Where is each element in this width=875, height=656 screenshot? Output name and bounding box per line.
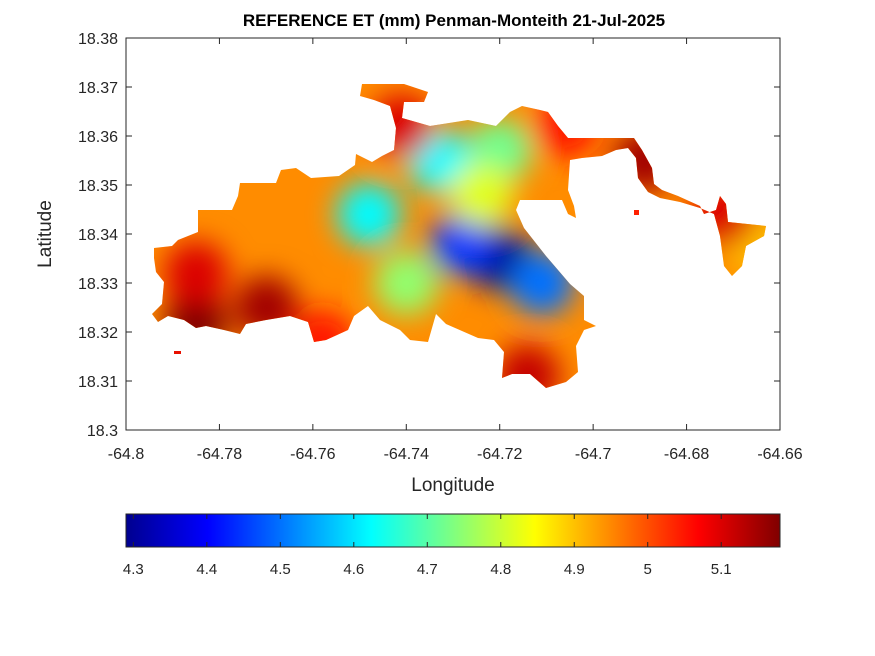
colorbar [125,513,781,548]
x-tick-label: -64.7 [575,446,612,463]
colorbar-ticks: 4.3 4.4 4.5 4.6 4.7 4.8 4.9 5 5.1 [123,514,732,578]
x-tick-label: -64.66 [757,446,802,463]
field-hotspot [449,162,514,227]
colorbar-tick-label: 5 [644,561,652,578]
x-axis-label: Longitude [411,475,494,496]
y-tick-label: 18.32 [78,325,118,342]
x-axis: -64.8 -64.78 -64.76 -64.74 -64.72 -64.7 -64.68… [108,38,803,463]
y-tick-label: 18.31 [78,374,118,391]
chart-title: REFERENCE ET (mm) Penman-Monteith 21-Jul… [243,11,665,30]
x-tick-label: -64.74 [384,446,429,463]
field-hotspot [336,182,401,247]
x-tick-label: -64.68 [664,446,709,463]
x-tick-label: -64.8 [108,446,145,463]
x-tick-label: -64.78 [197,446,242,463]
y-tick-label: 18.37 [78,80,118,97]
x-tick-label: -64.72 [477,446,522,463]
colorbar-tick-label: 4.3 [123,561,144,578]
field-hotspot [430,211,495,276]
y-tick-label: 18.36 [78,129,118,146]
y-tick-label: 18.3 [87,423,118,440]
y-tick-label: 18.35 [78,178,118,195]
field-outlier [634,210,639,215]
field-hotspot [374,251,439,315]
y-tick-label: 18.33 [78,276,118,293]
y-axis: 18.3818.3718.3618.3518.3418.3318.3218.31… [78,31,780,440]
field-hotspot [164,241,229,306]
y-tick-label: 18.34 [78,227,118,244]
colorbar-tick-label: 4.7 [417,561,438,578]
y-tick-label: 18.38 [78,31,118,48]
colorbar-tick-label: 4.8 [490,561,511,578]
y-axis-label: Latitude [35,200,56,268]
field-outlier [174,351,181,354]
x-tick-label: -64.76 [290,446,335,463]
colorbar-tick-label: 5.1 [711,561,732,578]
colorbar-tick-label: 4.6 [343,561,364,578]
colorbar-tick-label: 4.5 [270,561,291,578]
colorbar-tick-label: 4.4 [196,561,217,578]
colorbar-tick-label: 4.9 [564,561,585,578]
